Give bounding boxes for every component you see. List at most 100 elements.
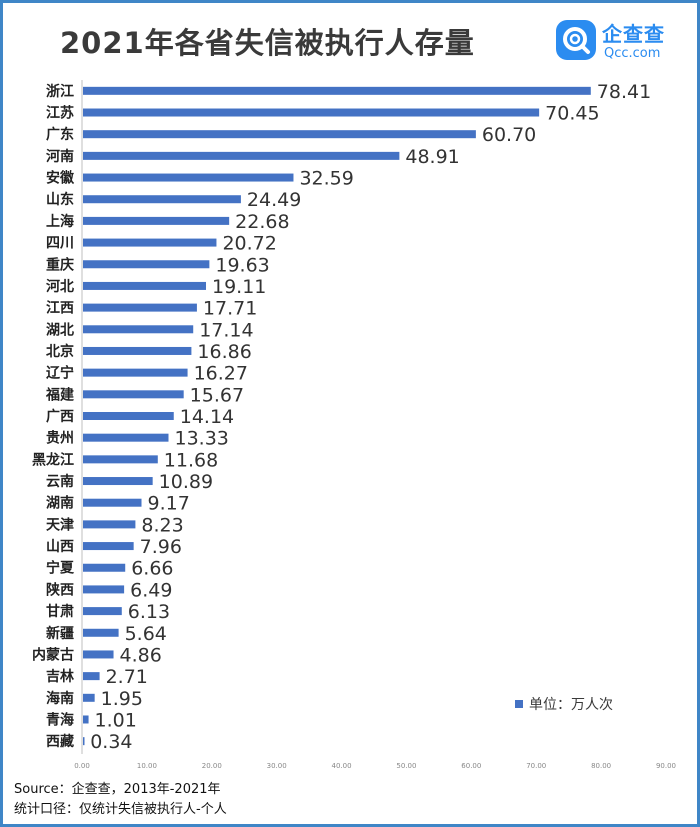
- category-label: 湖南: [46, 495, 74, 512]
- x-tick-label: 80.00: [591, 762, 611, 770]
- category-label: 河北: [46, 278, 74, 295]
- category-label: 吉林: [46, 668, 74, 685]
- bar: [83, 130, 476, 139]
- category-label: 海南: [46, 690, 74, 707]
- chart-title: 2021年各省失信被执行人存量: [60, 26, 475, 60]
- category-label: 天津: [46, 516, 74, 533]
- brand-domain: Qcc.com: [604, 46, 661, 61]
- value-label: 78.41: [597, 81, 651, 103]
- category-label: 上海: [46, 213, 74, 230]
- scope-note: 统计口径：仅统计失信被执行人-个人: [14, 802, 227, 817]
- category-label: 黑龙江: [32, 451, 74, 468]
- value-label: 70.45: [545, 103, 599, 125]
- category-label: 福建: [45, 386, 74, 403]
- category-label: 云南: [46, 473, 74, 490]
- value-label: 15.67: [190, 384, 244, 406]
- bar: [83, 585, 125, 594]
- chart-legend: 单位：万人次: [515, 694, 613, 714]
- category-label: 北京: [46, 343, 74, 360]
- bar: [83, 672, 100, 681]
- bar: [83, 412, 174, 420]
- category-label: 江苏: [46, 105, 74, 122]
- value-label: 20.72: [222, 233, 276, 255]
- x-tick-label: 70.00: [526, 762, 546, 770]
- bar: [83, 260, 210, 269]
- value-label: 2.71: [106, 666, 148, 688]
- bar: [83, 86, 591, 95]
- x-tick-label: 60.00: [461, 762, 481, 770]
- value-label: 6.49: [130, 579, 172, 601]
- x-tick-label: 40.00: [332, 762, 352, 770]
- category-label: 山东: [46, 191, 74, 208]
- category-label: 广西: [46, 408, 74, 425]
- bar: [83, 477, 153, 486]
- bar: [83, 563, 126, 572]
- value-label: 17.71: [203, 298, 257, 320]
- bar: [83, 195, 241, 204]
- bar: [83, 520, 136, 529]
- x-tick-label: 10.00: [137, 762, 157, 770]
- value-label: 11.68: [164, 449, 218, 471]
- value-label: 7.96: [140, 536, 182, 558]
- bar: [83, 607, 122, 616]
- value-label: 16.86: [197, 341, 251, 363]
- brand-name: 企查查: [602, 22, 665, 46]
- bar: [83, 650, 114, 659]
- bar: [83, 151, 400, 160]
- bar: [83, 390, 184, 399]
- value-label: 17.14: [199, 319, 253, 341]
- bar: [83, 715, 89, 724]
- bar: [83, 433, 169, 442]
- category-label: 辽宁: [46, 365, 74, 382]
- brand-logo: 企查查 Qcc.com: [556, 18, 686, 68]
- category-label: 贵州: [46, 430, 74, 447]
- bar: [83, 216, 230, 225]
- value-label: 19.11: [212, 276, 266, 298]
- x-tick-label: 0.00: [74, 762, 90, 770]
- category-label: 重庆: [46, 256, 74, 273]
- category-label: 陕西: [46, 581, 74, 598]
- x-tick-label: 90.00: [656, 762, 676, 770]
- category-label: 广东: [46, 126, 74, 143]
- x-tick-label: 30.00: [267, 762, 287, 770]
- value-label: 1.01: [95, 709, 137, 731]
- bar: [83, 498, 142, 507]
- bar: [83, 281, 207, 290]
- value-label: 6.66: [131, 558, 173, 580]
- bar: [83, 542, 134, 551]
- value-label: 5.64: [125, 623, 167, 645]
- value-label: 6.13: [128, 601, 170, 623]
- category-label: 山西: [46, 539, 74, 555]
- bar: [83, 693, 95, 702]
- legend-label: 单位：万人次: [529, 697, 613, 713]
- category-label: 青海: [46, 711, 74, 728]
- value-label: 16.27: [194, 363, 248, 385]
- value-label: 1.95: [101, 688, 143, 710]
- category-label: 新疆: [46, 625, 74, 642]
- value-label: 19.63: [215, 254, 269, 276]
- value-label: 4.86: [120, 644, 162, 666]
- category-label: 浙江: [46, 83, 74, 100]
- value-label: 48.91: [405, 146, 459, 168]
- bar: [83, 173, 294, 182]
- category-label: 湖北: [46, 322, 74, 338]
- bar: [83, 303, 197, 312]
- category-label: 安徽: [46, 170, 75, 187]
- category-label: 甘肃: [46, 603, 74, 620]
- bar: [83, 238, 217, 247]
- x-tick-label: 50.00: [396, 762, 416, 770]
- category-label: 河南: [46, 148, 74, 165]
- value-label: 8.23: [141, 514, 183, 536]
- category-label: 四川: [46, 236, 74, 252]
- value-label: 10.89: [159, 471, 213, 493]
- legend-swatch: [515, 700, 523, 708]
- bar: [83, 325, 194, 334]
- value-label: 13.33: [174, 428, 228, 450]
- category-label: 江西: [46, 300, 74, 317]
- x-tick-label: 20.00: [202, 762, 222, 770]
- category-label: 内蒙古: [32, 646, 74, 663]
- category-label: 西藏: [46, 733, 74, 750]
- bar: [83, 737, 85, 746]
- value-label: 60.70: [482, 124, 536, 146]
